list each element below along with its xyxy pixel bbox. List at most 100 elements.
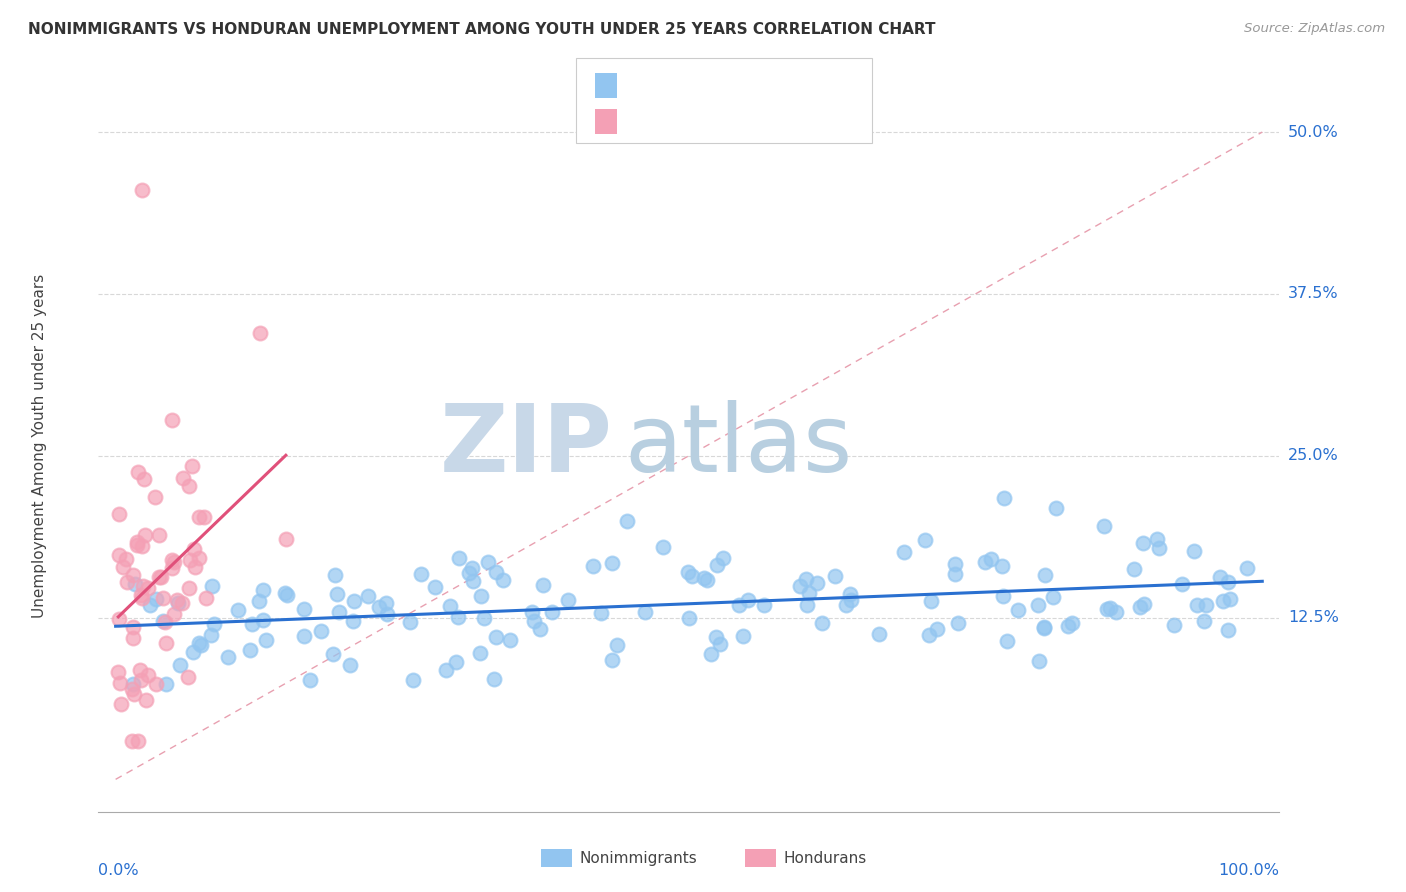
Point [693,571,716,585]
Point [995,634,1018,648]
Point [152,614,174,628]
Point [470,590,492,604]
Point [204,616,226,631]
Point [681,569,703,583]
Point [193,510,215,524]
Point [274,532,297,546]
Point [163,555,186,569]
Point [108,676,131,690]
Text: 0.403: 0.403 [657,114,704,128]
Point [838,587,860,601]
Point [704,630,727,644]
Point [183,541,205,556]
Point [1146,532,1168,546]
Point [1195,598,1218,612]
Point [1192,614,1215,628]
Point [160,413,183,427]
Point [121,681,143,696]
Text: Nonimmigrants: Nonimmigrants [579,851,697,865]
Point [461,561,484,575]
Point [696,573,718,587]
Point [1033,620,1056,634]
Point [711,551,734,566]
Point [1105,605,1128,619]
Point [492,573,515,587]
Point [247,594,270,608]
Point [973,555,995,569]
Point [868,627,890,641]
Point [167,597,190,611]
Point [127,733,149,747]
Point [131,591,153,605]
Point [399,615,422,629]
Point [115,575,138,590]
Point [107,665,129,679]
Text: ZIP: ZIP [439,400,612,492]
Point [217,649,239,664]
Point [582,559,605,574]
Point [368,600,391,615]
Point [342,614,364,628]
Text: atlas: atlas [624,400,852,492]
Point [110,697,132,711]
Point [520,605,543,619]
Point [121,733,143,747]
Point [292,629,315,643]
Point [810,615,832,630]
Point [447,610,470,624]
Point [541,605,564,619]
Point [1208,570,1230,584]
Point [1212,594,1234,608]
Point [249,326,271,340]
Point [179,479,201,493]
Point [600,652,623,666]
Point [616,514,638,528]
Text: 37.5%: 37.5% [1288,286,1339,301]
Point [920,593,942,607]
Point [737,592,759,607]
Point [709,637,731,651]
Point [799,586,821,600]
Point [374,596,396,610]
Point [135,693,157,707]
Point [160,561,183,575]
Point [172,471,194,485]
Point [1163,618,1185,632]
Point [946,616,969,631]
Point [1042,590,1064,604]
Point [162,553,184,567]
Text: R =: R = [626,78,659,93]
Point [127,538,149,552]
Point [155,615,177,629]
Point [343,593,366,607]
Point [423,580,446,594]
Point [1187,599,1209,613]
Point [108,507,131,521]
Point [121,632,143,646]
Point [444,655,467,669]
Point [200,628,222,642]
Point [122,677,145,691]
Point [226,603,249,617]
Point [195,591,218,605]
Point [309,624,332,639]
Point [187,550,209,565]
Point [201,579,224,593]
Point [124,576,146,591]
Point [794,572,817,586]
Point [129,673,152,687]
Text: 100.0%: 100.0% [1219,863,1279,878]
Point [177,670,200,684]
Point [138,668,160,682]
Point [523,614,546,628]
Point [240,616,263,631]
Point [152,591,174,605]
Text: 25.0%: 25.0% [1288,448,1339,463]
Point [457,566,479,581]
Point [706,558,728,572]
Point [139,598,162,612]
Point [132,579,155,593]
Point [115,551,138,566]
Point [150,570,173,584]
Point [1099,601,1122,615]
